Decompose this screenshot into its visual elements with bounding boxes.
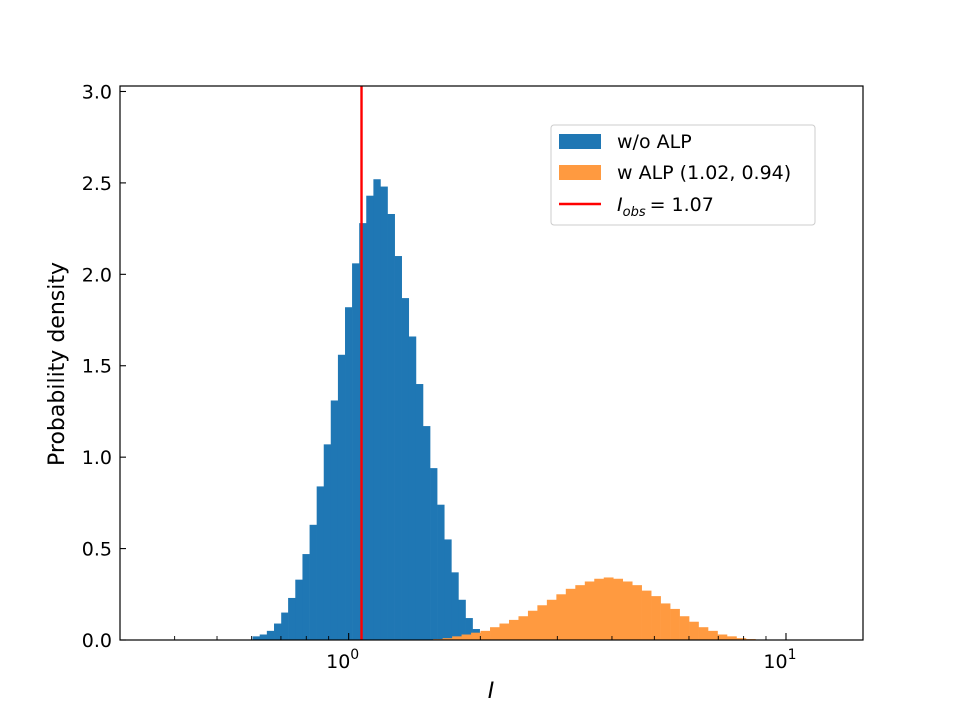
histogram-bar — [603, 577, 614, 640]
histogram-bar — [594, 578, 605, 640]
y-axis-ticks: 0.0 0.5 1.0 1.5 2.0 2.5 3.0 — [82, 81, 126, 652]
histogram-bar — [717, 634, 728, 640]
histogram-bar — [288, 597, 296, 640]
y-tick-label: 1.0 — [82, 447, 112, 469]
histogram-bar — [366, 195, 374, 640]
histogram-bar — [295, 579, 303, 640]
histogram-bar — [266, 630, 275, 640]
x-tick-label: 100 — [326, 647, 359, 673]
histogram-bar — [546, 599, 557, 640]
histogram-bar — [444, 539, 452, 640]
histogram-bar — [556, 594, 567, 640]
histogram-bar — [323, 444, 332, 640]
histogram-bar — [575, 585, 586, 640]
y-axis-title: Probability density — [45, 262, 70, 466]
histogram-bar — [518, 616, 529, 640]
histogram-bar — [584, 581, 595, 640]
histogram-bar — [408, 336, 417, 640]
legend-label-w-alp: w ALP (1.02, 0.94) — [617, 162, 791, 184]
histogram-bar — [727, 636, 737, 640]
histogram-bar — [359, 223, 367, 640]
histogram-bar — [452, 636, 462, 640]
legend-box — [550, 124, 816, 226]
histogram-bar — [499, 623, 510, 640]
y-tick-label: 2.5 — [82, 173, 112, 195]
legend-label-wo-alp: w/o ALP — [617, 131, 692, 153]
histogram-bar — [252, 636, 260, 640]
x-axis-ticks: 100 101 — [119, 633, 797, 673]
x-axis-title: I — [488, 679, 495, 704]
histogram-bar — [651, 596, 661, 640]
histogram-bar — [565, 588, 576, 640]
y-tick-label: 3.0 — [82, 81, 112, 103]
legend-swatch-wo-alp — [559, 134, 601, 149]
legend: w/o ALP w ALP (1.02, 0.94) Iobs = 1.07 — [550, 124, 816, 226]
legend-label-observed: Iobs = 1.07 — [617, 194, 714, 220]
series-wo-alp-bars — [252, 179, 495, 641]
histogram-bar — [316, 486, 325, 640]
histogram-bar — [641, 590, 652, 640]
histogram-bar — [458, 599, 466, 640]
series-w-alp-bars — [433, 577, 756, 640]
histogram-bar — [679, 616, 690, 640]
histogram-bar — [689, 621, 699, 640]
histogram-bar — [394, 256, 402, 640]
y-tick-label: 2.0 — [82, 264, 112, 286]
histogram-bar — [330, 400, 339, 640]
histogram-bar — [527, 610, 538, 640]
plot-frame — [119, 85, 864, 641]
histogram-bar — [471, 632, 481, 640]
histogram-bar — [259, 634, 268, 640]
histogram-bar — [736, 638, 747, 640]
histogram-bar — [401, 298, 410, 640]
histogram-bar — [613, 578, 624, 640]
histogram-bar — [508, 619, 519, 640]
histogram-bar — [309, 524, 317, 640]
histogram-bar — [480, 630, 491, 640]
histogram-bar — [537, 605, 548, 640]
histogram-bar — [352, 263, 360, 640]
histogram-bar — [437, 504, 445, 640]
histogram-bar — [442, 638, 453, 640]
histogram-bar — [461, 634, 472, 640]
histogram-bar — [708, 630, 718, 640]
histogram-bar — [415, 384, 424, 640]
histogram-bar — [345, 307, 353, 640]
histogram-bar — [670, 608, 680, 640]
histogram-bar — [622, 581, 633, 640]
y-tick-label: 0.5 — [82, 539, 112, 561]
y-tick-label: 1.5 — [82, 356, 112, 378]
histogram-bar — [632, 585, 642, 640]
legend-swatch-w-alp — [559, 165, 601, 180]
histogram-bar — [302, 554, 310, 640]
histogram-bar — [490, 627, 500, 640]
histogram-bar — [423, 426, 431, 640]
histogram-bar — [274, 623, 282, 640]
y-tick-label: 0.0 — [82, 630, 112, 652]
histogram-bar — [465, 618, 473, 640]
histogram-bar — [373, 179, 381, 640]
histogram-bar — [698, 627, 709, 640]
histogram-bar — [387, 213, 395, 641]
histogram-bar — [430, 468, 438, 640]
histogram-bar — [281, 612, 289, 640]
histogram-bar — [660, 603, 671, 640]
x-tick-label: 101 — [763, 647, 796, 673]
histogram-bar — [380, 186, 388, 640]
histogram-bar — [451, 572, 459, 640]
histogram-bar — [337, 354, 346, 640]
